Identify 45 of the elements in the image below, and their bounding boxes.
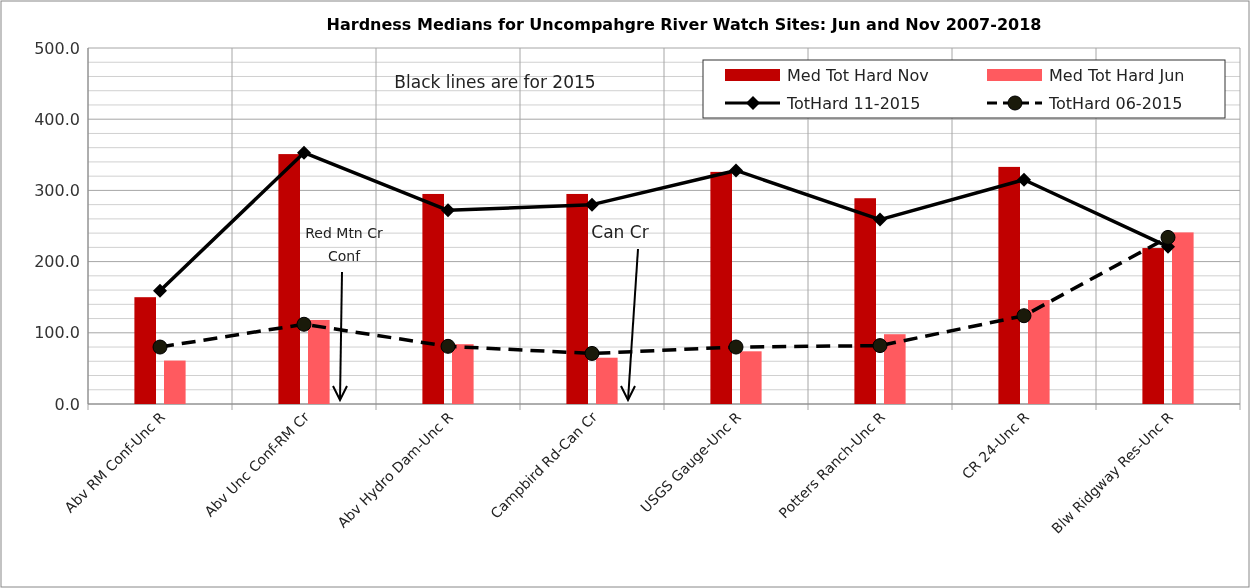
legend-label: TotHard 11-2015 [786,93,921,113]
bar [1028,300,1050,404]
bar [884,334,906,404]
point [872,338,888,354]
bar [1142,248,1164,404]
chart-title: Hardness Medians for Uncompahgre River Watch Sites: Jun and Nov 2007-2018 [326,15,1042,34]
y-tick-label: 200.0 [34,252,80,272]
y-tick-label: 500.0 [34,38,80,58]
bar [596,357,618,404]
point [441,203,455,218]
bar [452,344,474,404]
point [440,338,456,354]
point [296,316,312,332]
point [585,197,599,212]
bar [134,297,156,404]
bar [1172,232,1194,404]
point [1017,172,1031,187]
bar [710,171,732,404]
point [152,339,168,355]
annotation: Black lines are for 2015 [394,72,596,92]
bar [854,198,876,404]
point [1160,229,1176,245]
bar [308,319,330,404]
bar [740,351,762,404]
point [1016,308,1032,324]
legend-label: TotHard 06-2015 [1048,93,1183,113]
bar [278,154,300,404]
y-tick-label: 100.0 [34,323,80,343]
point [728,339,744,355]
point [729,163,743,178]
bar [422,193,444,404]
legend-label: Med Tot Hard Jun [1049,65,1185,85]
y-tick-label: 300.0 [34,181,80,200]
point [297,145,311,160]
y-tick-label: 400.0 [34,109,80,129]
point [153,283,167,298]
annotation: Can Cr [591,222,649,242]
y-tick-label: 0.0 [54,394,80,414]
bar [566,193,588,404]
annotation: Red Mtn Cr Conf [305,225,383,264]
legend-label: Med Tot Hard Nov [787,65,929,85]
bar [164,360,186,404]
bar [998,166,1020,404]
point [584,345,600,361]
point [873,212,887,227]
